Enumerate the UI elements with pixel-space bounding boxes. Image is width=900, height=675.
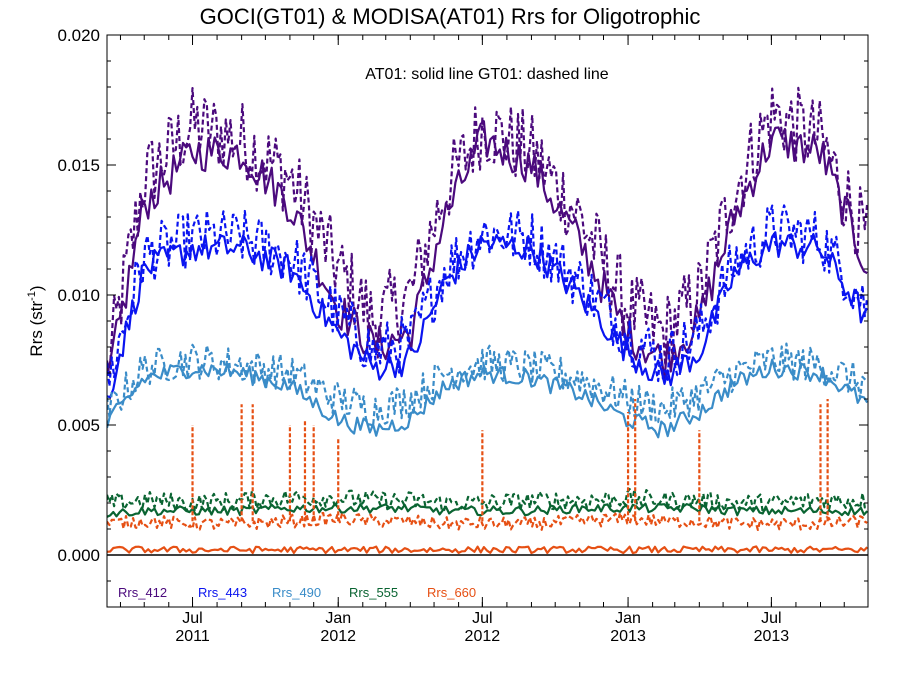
- series-rrs-490-gt01: [107, 342, 868, 428]
- y-axis-label-end: ): [27, 285, 46, 291]
- x-tick-year-label: 2012: [320, 628, 356, 645]
- series-rrs-443-at01: [107, 231, 868, 399]
- line-style-note: AT01: solid line GT01: dashed line: [365, 66, 609, 83]
- series-rrs-555-gt01: [107, 487, 868, 514]
- x-tick-year-label: 2011: [175, 628, 210, 645]
- plot-area: [107, 86, 868, 555]
- y-axis-label: Rrs (str-1): [26, 285, 46, 356]
- y-tick-label: 0.010: [57, 286, 100, 305]
- x-tick-month-label: Jan: [325, 610, 351, 627]
- series-rrs-412-gt01: [107, 86, 868, 378]
- series-rrs-660-at01: [107, 545, 868, 555]
- legend-entry-rrs-490: Rrs_490: [272, 585, 321, 600]
- axes: 0.0000.0050.0100.0150.020Jul2011Jan2012J…: [57, 26, 869, 645]
- series-rrs-412-at01: [107, 120, 868, 380]
- series-rrs-555-at01: [107, 502, 868, 518]
- series-rrs-660-gt01: [107, 511, 868, 532]
- x-tick-month-label: Jan: [615, 610, 641, 627]
- chart-title: GOCI(GT01) & MODISA(AT01) Rrs for Oligot…: [200, 4, 701, 29]
- x-tick-year-label: 2012: [465, 628, 501, 645]
- series-rrs-443-gt01: [107, 204, 868, 388]
- y-tick-label: 0.015: [57, 156, 100, 175]
- legend-entry-rrs-443: Rrs_443: [198, 585, 247, 600]
- x-tick-year-label: 2013: [754, 628, 790, 645]
- legend-entry-rrs-412: Rrs_412: [118, 585, 167, 600]
- legend-entry-rrs-660: Rrs_660: [427, 585, 476, 600]
- y-tick-label: 0.005: [57, 416, 100, 435]
- svg-text:Rrs (str-1): Rrs (str-1): [26, 285, 46, 356]
- x-tick-year-label: 2013: [610, 628, 646, 645]
- y-tick-label: 0.000: [57, 546, 100, 565]
- legend: Rrs_412 Rrs_443 Rrs_490 Rrs_555 Rrs_660: [118, 585, 476, 600]
- x-tick-month-label: Jul: [761, 610, 781, 627]
- y-axis-label-superscript: -1: [26, 291, 38, 301]
- x-tick-month-label: Jul: [472, 610, 492, 627]
- x-tick-month-label: Jul: [182, 610, 202, 627]
- legend-entry-rrs-555: Rrs_555: [349, 585, 398, 600]
- y-axis-label-main: Rrs (str: [27, 301, 46, 357]
- series-rrs-490-at01: [107, 358, 868, 439]
- y-tick-label: 0.020: [57, 26, 100, 45]
